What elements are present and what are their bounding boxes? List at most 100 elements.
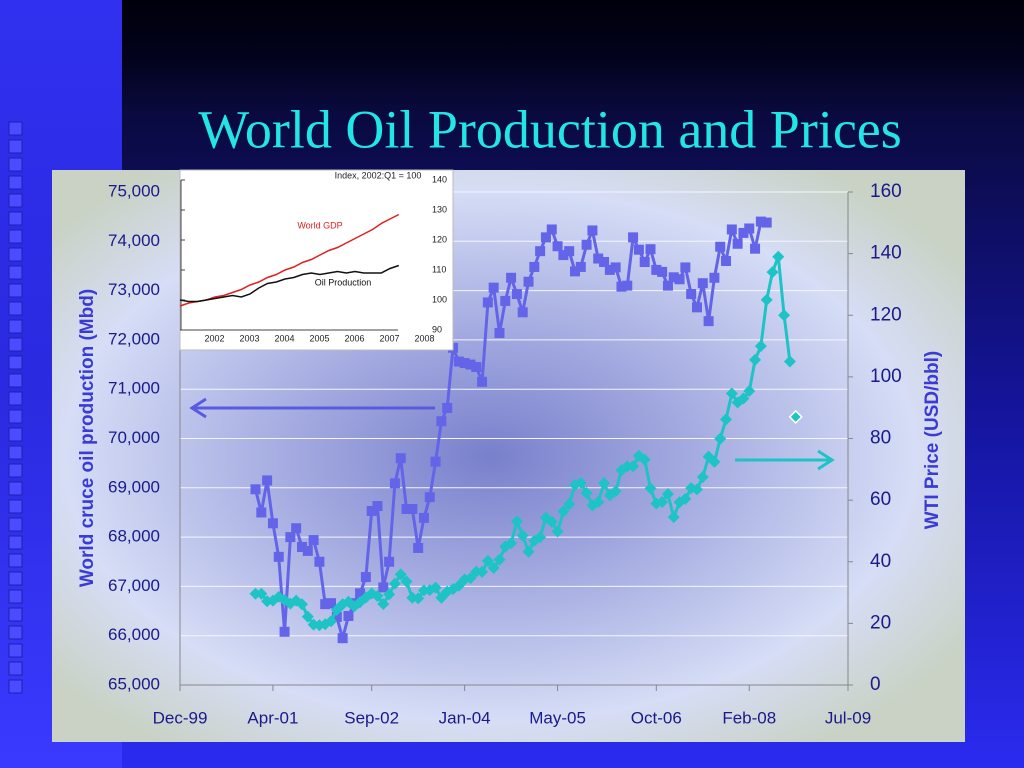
marker [412, 592, 425, 605]
inset-x-tick-label: 2006 [344, 333, 364, 343]
marker [551, 525, 564, 538]
marker [610, 262, 621, 273]
marker [388, 577, 401, 590]
marker [424, 492, 435, 503]
marker [686, 289, 697, 300]
marker [708, 455, 721, 468]
marker [766, 266, 779, 279]
y2-tick-label: 0 [870, 674, 881, 695]
series-label: Oil Production [315, 277, 372, 287]
y-tick-label: 65,000 [108, 674, 160, 693]
series-line [179, 264, 400, 303]
marker [250, 484, 261, 495]
x-tick-label: Oct-06 [631, 708, 682, 727]
marker [622, 280, 633, 291]
marker [761, 217, 772, 228]
marker [679, 492, 692, 505]
marker [760, 293, 773, 306]
square [8, 211, 23, 226]
y2-tick-label: 100 [870, 366, 902, 387]
inset-x-tick-label: 2008 [414, 333, 434, 343]
marker [436, 416, 447, 427]
marker [743, 385, 756, 398]
marker [651, 264, 662, 275]
x-tick-label: Feb-08 [722, 708, 776, 727]
marker [378, 582, 389, 593]
marker [494, 327, 505, 338]
inset-x-tick-label: 2003 [239, 333, 259, 343]
marker [680, 262, 691, 273]
marker [726, 224, 737, 235]
y-axis-title: World cruce oil production (Mbd) [77, 289, 98, 587]
marker [343, 610, 354, 621]
square [8, 157, 23, 172]
marker [488, 282, 499, 293]
y2-tick-label: 140 [870, 243, 902, 264]
marker [355, 588, 366, 599]
marker [788, 409, 803, 424]
marker [633, 244, 644, 255]
marker [755, 216, 766, 227]
marker [558, 250, 569, 261]
marker [360, 572, 371, 583]
y2-tick-label: 160 [870, 181, 902, 202]
marker [714, 432, 727, 445]
arrow-right [735, 449, 835, 471]
marker [389, 478, 400, 489]
marker [616, 281, 627, 292]
marker [696, 471, 709, 484]
marker [593, 253, 604, 264]
y2-tick-label: 60 [870, 489, 891, 510]
marker [295, 598, 308, 611]
square [8, 481, 23, 496]
marker [737, 392, 750, 405]
marker [337, 633, 348, 644]
marker [476, 565, 489, 578]
marker [592, 495, 605, 508]
marker [744, 223, 755, 234]
inset-chart: Index, 2002:Q1 = 100 90 100 110 120 130 140 20… [179, 169, 454, 351]
inset-y-tick-label: 90 [432, 324, 442, 334]
marker [413, 542, 424, 553]
marker [308, 535, 319, 546]
marker [279, 626, 290, 637]
square [8, 337, 23, 352]
square [8, 265, 23, 280]
square [8, 121, 23, 136]
marker [372, 501, 383, 512]
marker [401, 503, 412, 514]
marker [500, 295, 511, 306]
marker [522, 545, 535, 558]
inset-x-tick-label: 2004 [274, 333, 294, 343]
square [8, 625, 23, 640]
inset-y-tick-label: 110 [432, 264, 446, 274]
marker [285, 532, 296, 543]
marker [459, 358, 470, 369]
marker [371, 589, 384, 602]
inset-y-tick-label: 100 [432, 294, 447, 304]
marker [383, 588, 396, 601]
marker [697, 278, 708, 289]
marker [725, 387, 738, 400]
square [8, 463, 23, 478]
marker [557, 505, 570, 518]
square [8, 571, 23, 586]
x-tick-label: Jul-09 [825, 708, 871, 727]
marker [720, 413, 733, 426]
square [8, 229, 23, 244]
y2-tick-label: 20 [870, 612, 891, 633]
marker [394, 568, 407, 581]
slide-title: World Oil Production and Prices [198, 99, 902, 159]
marker [453, 356, 464, 367]
marker [267, 518, 278, 529]
marker [477, 376, 488, 387]
square [8, 391, 23, 406]
arrow-left [189, 397, 435, 419]
marker [471, 362, 482, 373]
marker [377, 597, 390, 610]
marker [529, 261, 540, 272]
marker [400, 575, 413, 588]
square [8, 373, 23, 388]
square [8, 283, 23, 298]
